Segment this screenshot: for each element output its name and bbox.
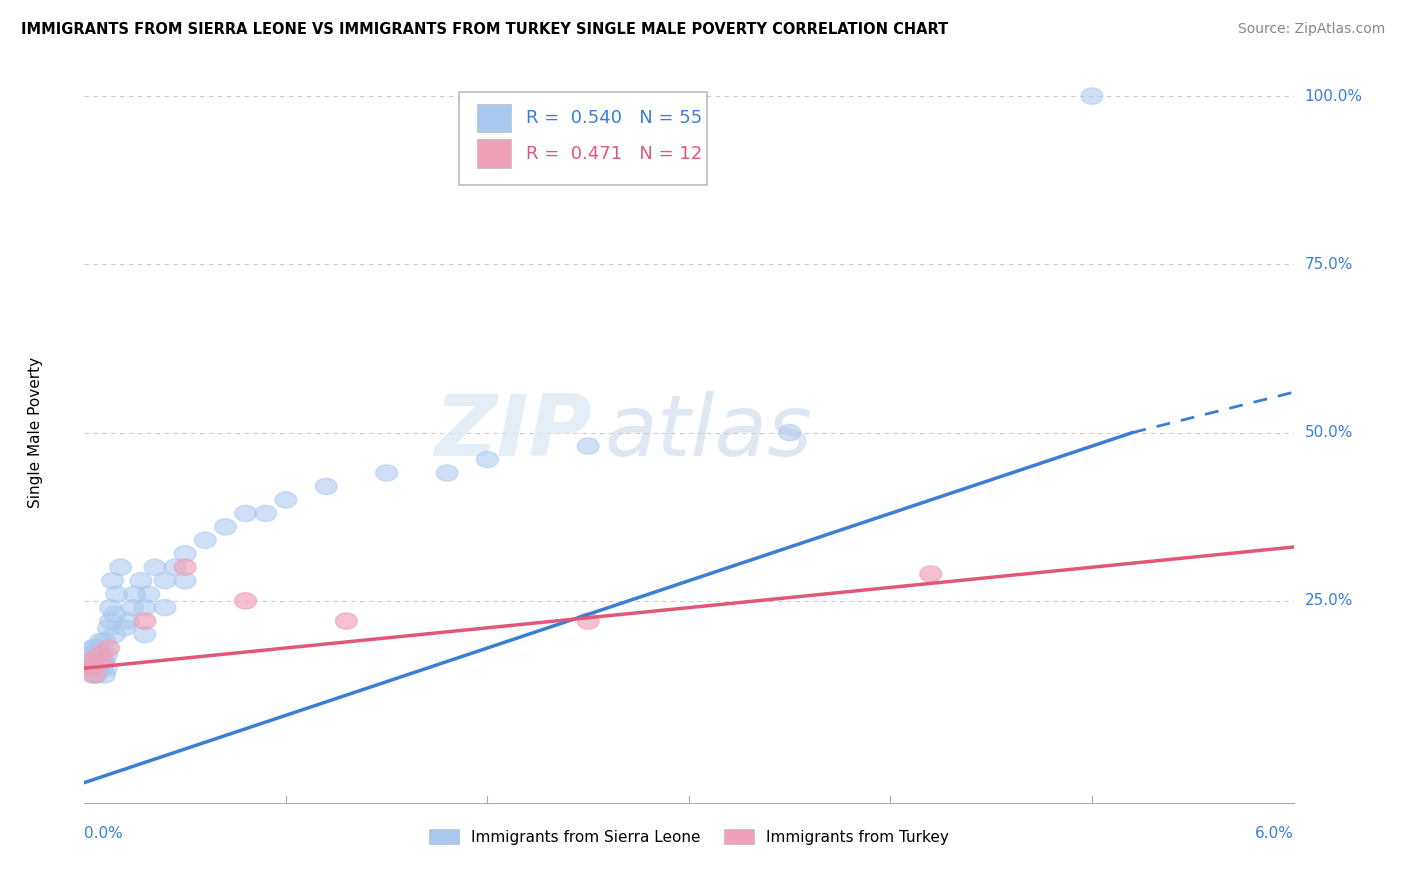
Ellipse shape: [578, 613, 599, 629]
Ellipse shape: [100, 599, 121, 615]
Text: 25.0%: 25.0%: [1305, 593, 1353, 608]
Text: ZIP: ZIP: [434, 391, 592, 475]
Ellipse shape: [82, 667, 103, 683]
Ellipse shape: [336, 613, 357, 629]
Ellipse shape: [80, 653, 101, 670]
Text: R =  0.471   N = 12: R = 0.471 N = 12: [526, 145, 702, 162]
Ellipse shape: [101, 573, 124, 589]
Ellipse shape: [315, 478, 337, 494]
Ellipse shape: [118, 613, 139, 629]
Ellipse shape: [578, 438, 599, 454]
Ellipse shape: [920, 566, 942, 582]
Ellipse shape: [194, 533, 217, 549]
Ellipse shape: [134, 613, 156, 629]
Ellipse shape: [174, 546, 195, 562]
Text: Source: ZipAtlas.com: Source: ZipAtlas.com: [1237, 22, 1385, 37]
Text: atlas: atlas: [605, 391, 813, 475]
Ellipse shape: [155, 599, 176, 615]
Ellipse shape: [779, 425, 800, 441]
Ellipse shape: [105, 586, 128, 602]
FancyBboxPatch shape: [478, 103, 512, 132]
Ellipse shape: [97, 620, 120, 636]
Ellipse shape: [91, 653, 114, 670]
Ellipse shape: [129, 573, 152, 589]
Ellipse shape: [436, 465, 458, 481]
Ellipse shape: [104, 626, 125, 642]
Ellipse shape: [114, 620, 135, 636]
Ellipse shape: [83, 667, 105, 683]
Ellipse shape: [477, 451, 498, 467]
Ellipse shape: [1081, 88, 1102, 104]
Ellipse shape: [174, 573, 195, 589]
Text: 50.0%: 50.0%: [1305, 425, 1353, 440]
Ellipse shape: [276, 491, 297, 508]
Ellipse shape: [94, 653, 115, 670]
Ellipse shape: [83, 660, 105, 676]
Ellipse shape: [124, 586, 146, 602]
Ellipse shape: [77, 660, 100, 676]
Text: 100.0%: 100.0%: [1305, 88, 1362, 103]
Ellipse shape: [90, 633, 111, 649]
Ellipse shape: [375, 465, 398, 481]
Text: R =  0.540   N = 55: R = 0.540 N = 55: [526, 109, 702, 127]
Ellipse shape: [87, 660, 110, 676]
Text: 6.0%: 6.0%: [1254, 826, 1294, 841]
Ellipse shape: [104, 607, 125, 623]
Legend: Immigrants from Sierra Leone, Immigrants from Turkey: Immigrants from Sierra Leone, Immigrants…: [422, 822, 956, 851]
FancyBboxPatch shape: [460, 92, 707, 185]
Ellipse shape: [83, 653, 105, 670]
Ellipse shape: [100, 613, 121, 629]
Ellipse shape: [138, 586, 160, 602]
Ellipse shape: [82, 640, 103, 657]
Ellipse shape: [174, 559, 195, 575]
Ellipse shape: [235, 593, 256, 609]
FancyBboxPatch shape: [478, 139, 512, 168]
Ellipse shape: [122, 599, 143, 615]
Ellipse shape: [87, 647, 110, 663]
Text: 75.0%: 75.0%: [1305, 257, 1353, 272]
Ellipse shape: [97, 640, 120, 657]
Ellipse shape: [134, 626, 156, 642]
Ellipse shape: [96, 647, 118, 663]
Ellipse shape: [86, 667, 107, 683]
Ellipse shape: [80, 660, 101, 676]
Ellipse shape: [82, 653, 103, 670]
Ellipse shape: [90, 653, 111, 670]
Ellipse shape: [87, 640, 110, 657]
Ellipse shape: [83, 640, 105, 657]
Ellipse shape: [215, 519, 236, 535]
Ellipse shape: [110, 559, 132, 575]
Ellipse shape: [94, 633, 115, 649]
Ellipse shape: [91, 660, 114, 676]
Ellipse shape: [80, 647, 101, 663]
Ellipse shape: [143, 559, 166, 575]
Text: IMMIGRANTS FROM SIERRA LEONE VS IMMIGRANTS FROM TURKEY SINGLE MALE POVERTY CORRE: IMMIGRANTS FROM SIERRA LEONE VS IMMIGRAN…: [21, 22, 948, 37]
Ellipse shape: [96, 660, 118, 676]
Ellipse shape: [155, 573, 176, 589]
Ellipse shape: [165, 559, 186, 575]
Ellipse shape: [254, 505, 277, 522]
Ellipse shape: [235, 505, 256, 522]
Text: 0.0%: 0.0%: [84, 826, 124, 841]
Ellipse shape: [134, 599, 156, 615]
Ellipse shape: [91, 647, 114, 663]
Ellipse shape: [86, 647, 107, 663]
Text: Single Male Poverty: Single Male Poverty: [28, 357, 44, 508]
Ellipse shape: [94, 667, 115, 683]
